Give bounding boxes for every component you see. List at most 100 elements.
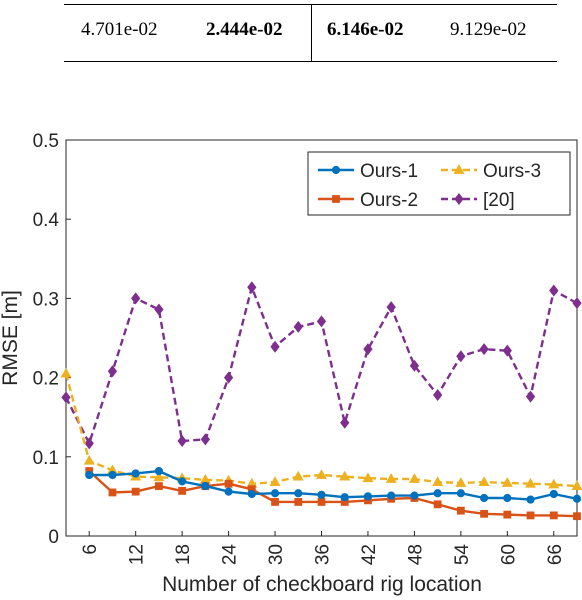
y-tick-label: 0 <box>48 527 59 548</box>
x-tick-label: 12 <box>127 544 148 565</box>
data-point <box>503 510 512 519</box>
data-point <box>270 340 280 353</box>
data-point <box>525 477 536 488</box>
data-point <box>408 473 420 483</box>
table-cell-1: 4.701e-02 <box>81 19 158 40</box>
data-point <box>177 434 187 447</box>
data-point <box>433 500 442 509</box>
data-point <box>108 488 117 497</box>
x-tick-label: 6 <box>80 544 101 555</box>
x-tick-label: 54 <box>452 544 473 566</box>
data-point <box>131 487 140 496</box>
data-point <box>385 473 397 483</box>
data-point <box>292 470 304 481</box>
data-point <box>433 389 443 402</box>
data-point <box>479 343 489 356</box>
data-point <box>503 493 512 503</box>
legend-entry: Ours-3 <box>441 161 541 182</box>
data-point <box>107 365 118 378</box>
x-tick-label: 36 <box>313 544 334 565</box>
data-point <box>224 487 233 496</box>
data-point <box>108 470 117 480</box>
data-point <box>478 476 490 487</box>
data-point <box>269 476 281 487</box>
legend-marker <box>453 164 465 174</box>
series-20 <box>61 281 582 450</box>
data-point <box>548 478 560 489</box>
x-tick-label: 66 <box>545 544 566 565</box>
legend-marker <box>454 192 464 206</box>
data-point <box>340 493 349 502</box>
x-axis-label: Number of checkboard rig location <box>162 573 482 596</box>
series-ours-1 <box>85 466 582 504</box>
legend-label: Ours-1 <box>360 161 418 182</box>
data-point <box>247 281 257 294</box>
y-tick-label: 0.3 <box>33 289 59 310</box>
legend-label: [20] <box>483 190 515 211</box>
data-point <box>153 471 165 482</box>
y-tick-label: 0.2 <box>33 369 59 390</box>
data-point <box>317 490 326 499</box>
table-rule-top <box>64 4 557 5</box>
legend-entry: Ours-2 <box>318 190 418 211</box>
data-point <box>456 489 465 498</box>
data-point <box>293 320 303 333</box>
results-table-fragment: 4.701e-02 2.444e-02 6.146e-02 9.129e-02 <box>0 0 582 70</box>
data-point <box>60 367 72 378</box>
series-line <box>88 470 578 518</box>
data-point <box>572 494 582 503</box>
data-point <box>409 359 420 372</box>
data-point <box>501 477 513 487</box>
data-point <box>432 476 444 487</box>
data-point <box>201 482 210 491</box>
legend-box <box>307 151 571 216</box>
y-axis-label: RMSE [m] <box>0 290 22 386</box>
x-tick-label: 48 <box>405 544 426 565</box>
data-point <box>155 482 163 491</box>
data-point <box>223 371 234 384</box>
legend-label: Ours-2 <box>360 190 418 211</box>
data-point <box>131 292 141 305</box>
table-cell-2: 2.444e-02 <box>206 19 283 40</box>
data-point <box>456 350 466 363</box>
data-point <box>294 498 303 506</box>
data-point <box>573 512 581 521</box>
data-point <box>502 344 512 357</box>
data-point <box>549 511 558 520</box>
legend-marker <box>331 165 341 175</box>
table-bottom-rule <box>64 61 557 62</box>
legend-entry: [20] <box>441 190 515 211</box>
data-point <box>363 492 373 501</box>
data-point <box>363 343 373 356</box>
data-point <box>316 315 327 328</box>
data-point <box>410 491 419 500</box>
data-point <box>526 511 535 520</box>
data-point <box>525 390 536 403</box>
data-point <box>339 470 351 481</box>
x-tick-label: 18 <box>173 544 194 565</box>
data-point <box>271 498 279 506</box>
legend: Ours-1 Ours-3 Ours-2 [20] <box>307 151 571 216</box>
y-tick-label: 0.5 <box>33 131 59 152</box>
x-tick-label: 42 <box>359 544 380 565</box>
data-point <box>154 303 164 316</box>
y-tick-label: 0.4 <box>33 210 60 231</box>
x-tick-label: 24 <box>220 544 241 566</box>
data-point <box>84 437 94 450</box>
data-point <box>549 284 559 297</box>
y-tick-label: 0.1 <box>33 448 59 469</box>
legend-marker <box>332 195 340 203</box>
data-point <box>317 498 326 506</box>
data-point <box>362 472 374 483</box>
data-point <box>571 480 582 491</box>
data-point <box>131 469 140 478</box>
data-point <box>526 495 535 504</box>
data-point <box>455 477 467 487</box>
data-point <box>572 297 582 310</box>
data-point <box>200 433 210 446</box>
table-column-separator <box>311 4 312 61</box>
table-cell-4: 9.129e-02 <box>450 19 527 40</box>
data-point <box>479 493 489 503</box>
legend-label: Ours-3 <box>483 161 541 182</box>
data-point <box>316 469 327 479</box>
